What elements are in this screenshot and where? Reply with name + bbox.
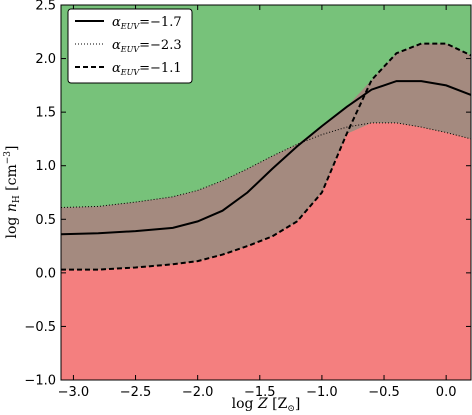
legend-entry-3: αEUV=−1.1 [112,61,182,77]
lower-region [61,122,471,380]
x-tick-label: −3.0 [58,385,90,400]
y-tick-label: −0.5 [24,320,56,335]
x-tick-label: 0.0 [436,385,457,400]
y-tick-label: 0.0 [35,266,56,281]
y-tick-label: 1.5 [35,106,56,121]
y-axis-label: log nH [cm−3] [3,146,22,239]
series-line-2 [61,122,471,208]
y-tick-label: 1.0 [35,159,56,174]
x-tick-label: −2.0 [182,385,214,400]
legend-box [67,8,193,84]
y-tick-label: 2.5 [35,0,56,14]
legend-entry-1: αEUV=−1.7 [112,15,182,31]
x-tick-label: −0.5 [368,385,400,400]
overlap-region [61,43,471,270]
x-axis: −3.0 −2.5 −2.0 −1.5 −1.0 −0.5 0.0 [58,5,457,400]
legend-entry-2: αEUV=−2.3 [112,38,182,54]
x-axis-label: log Z [Z⊙] [232,396,301,414]
y-axis: −1.0 −0.5 0.0 0.5 1.0 1.5 2.0 2.5 [24,0,471,389]
series-line-1 [61,80,471,236]
y-tick-label: −1.0 [24,374,56,389]
series-lines [61,42,471,271]
x-tick-label: −1.0 [306,385,338,400]
x-tick-label: −1.5 [244,385,276,400]
x-tick-label: −2.5 [120,385,152,400]
y-tick-label: 2.0 [35,52,56,67]
y-tick-label: 0.5 [35,213,56,228]
plot-frame [60,4,472,381]
legend: αEUV=−1.7 αEUV=−2.3 αEUV=−1.1 [67,8,193,84]
regions [61,5,471,380]
